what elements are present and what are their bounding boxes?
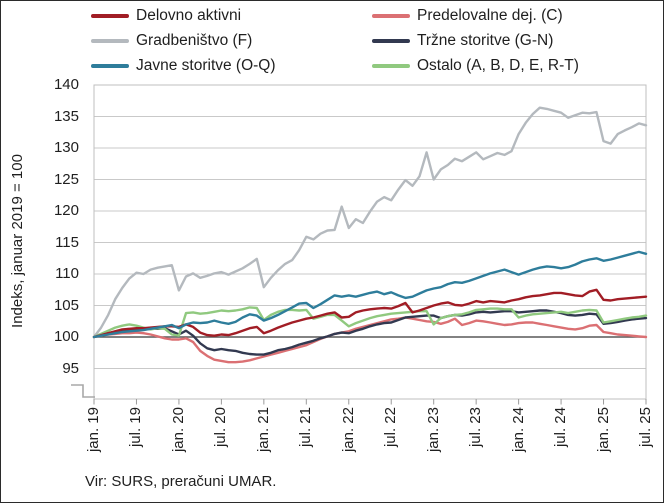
legend-item-gradbenistvo: Gradbeništvo (F): [91, 31, 372, 50]
y-tick-label: 130: [53, 139, 79, 156]
x-tick-label: jan. 25: [594, 407, 612, 453]
y-tick-label: 135: [53, 107, 79, 125]
legend-swatch-gradbenistvo: [91, 38, 129, 43]
legend-swatch-javne-storitve: [91, 63, 129, 68]
x-tick-label: jul. 23: [467, 407, 485, 448]
series-line-ostalo: [92, 306, 648, 339]
legend-item-javne-storitve: Javne storitve (O-Q): [91, 56, 372, 75]
x-tick-label: jul. 21: [297, 407, 315, 448]
y-tick-label: 120: [53, 202, 79, 219]
series-line-predelovalne-dej-c: [92, 316, 648, 364]
legend-item-predelovalne-dej: Predelovalne dej. (C): [372, 6, 579, 25]
chart-legend: Delovno aktivni Predelovalne dej. (C) Gr…: [91, 6, 579, 75]
legend-label: Gradbeništvo (F): [136, 32, 253, 49]
legend-swatch-trzne-storitve: [372, 38, 410, 43]
source-note: Vir: SURS, preračuni UMAR.: [85, 473, 277, 490]
y-tick-label: 95: [62, 359, 79, 377]
x-tick-label: jan. 19: [85, 407, 102, 453]
y-tick-label: 115: [55, 233, 79, 251]
legend-label: Ostalo (A, B, D, E, R-T): [417, 57, 579, 74]
series-line-javne-storitve-o-q: [92, 250, 648, 339]
x-tick-label: jul. 19: [127, 407, 145, 448]
axis-break-icon: [71, 384, 95, 398]
y-tick-label: 125: [53, 170, 79, 188]
legend-item-trzne-storitve: Tržne storitve (G-N): [372, 31, 579, 50]
y-tick-label: 100: [53, 328, 79, 345]
legend-item-delovno-aktivni: Delovno aktivni: [91, 6, 372, 25]
x-tick-label: jul. 22: [382, 407, 400, 448]
legend-label: Tržne storitve (G-N): [417, 32, 554, 49]
y-tick-label: 110: [55, 265, 79, 282]
legend-label: Javne storitve (O-Q): [136, 57, 276, 74]
legend-item-ostalo: Ostalo (A, B, D, E, R-T): [372, 56, 579, 75]
x-tick-label: jul. 20: [212, 407, 230, 448]
x-tick-label: jan. 24: [509, 407, 527, 453]
plot-frame: [93, 84, 647, 400]
x-tick-label: jan. 20: [169, 407, 187, 453]
y-tick-label: 140: [53, 76, 79, 93]
legend-swatch-predelovalne-dej: [372, 13, 410, 18]
y-tick-label: 105: [53, 296, 79, 314]
legend-swatch-ostalo: [372, 63, 410, 68]
x-tick-label: jul. 24: [552, 407, 570, 448]
legend-swatch-delovno-aktivni: [91, 13, 129, 18]
x-tick-label: jan. 23: [424, 407, 442, 453]
x-tick-label: jul. 25: [637, 407, 654, 448]
x-tick-label: jan. 21: [254, 407, 272, 453]
legend-label: Delovno aktivni: [136, 7, 242, 24]
legend-label: Predelovalne dej. (C): [417, 7, 563, 24]
series-line-gradbenistvo-f: [92, 106, 648, 339]
x-tick-label: jan. 22: [339, 407, 357, 453]
